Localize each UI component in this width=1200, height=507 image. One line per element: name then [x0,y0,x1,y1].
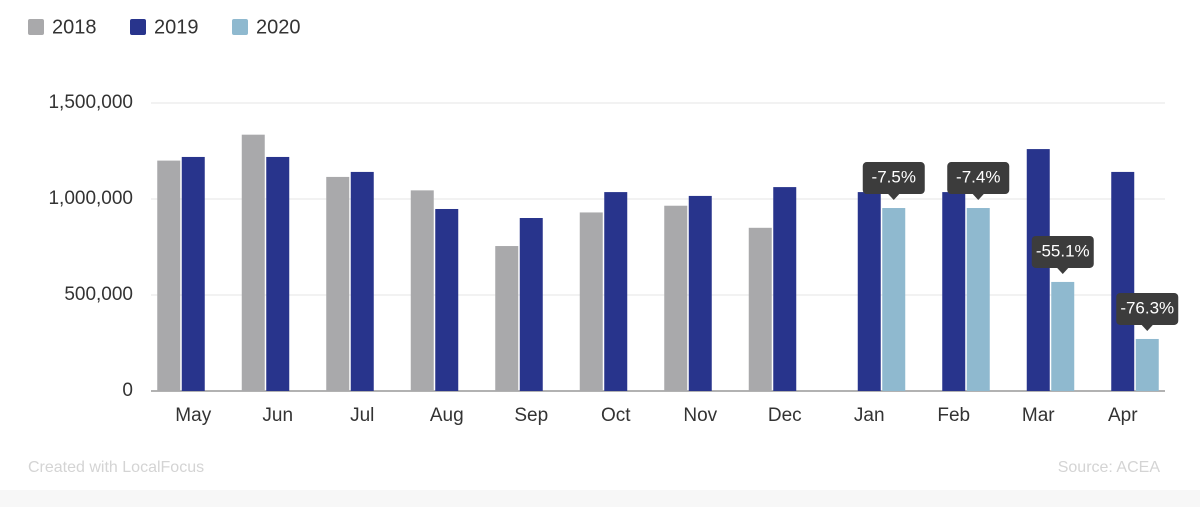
bar [773,187,797,391]
tooltip-box [862,162,925,195]
tooltip-pointer [1141,324,1154,331]
bar [495,246,519,391]
tooltip-box [1031,235,1094,268]
y-tick-label: 0 [122,380,133,401]
change-label: -7.5% [872,168,916,187]
bar [350,171,374,391]
bar [326,176,350,391]
bar [241,134,265,391]
bar [664,205,688,391]
y-tick-label: 1,000,000 [48,188,133,209]
credit: Created with LocalFocus [28,459,204,476]
legend-label: 2018 [52,16,97,38]
x-tick-label: Jan [854,405,885,426]
bar [266,156,290,391]
footer-band [0,490,1200,507]
bar [688,195,712,391]
bar [1135,338,1159,391]
change-label: -76.3% [1120,298,1174,317]
bar [157,160,181,391]
bar [1051,281,1075,391]
change-label: -55.1% [1036,241,1090,260]
x-tick-label: May [175,405,211,426]
bar [1111,171,1135,391]
bar [1026,149,1050,391]
x-tick-label: Sep [514,405,548,426]
bar [435,208,459,391]
x-tick-label: Jul [350,405,374,426]
legend-swatch [28,19,44,35]
x-tick-label: Feb [937,405,970,426]
y-tick-label: 500,000 [64,284,133,305]
bar [519,218,543,391]
legend-swatch [130,19,146,35]
x-tick-label: Apr [1108,405,1138,426]
y-tick-label: 1,500,000 [48,92,133,113]
tooltip-pointer [972,193,985,201]
x-tick-label: Dec [768,405,802,426]
bar [966,208,990,391]
bar [748,227,772,391]
tooltip-pointer [887,193,900,201]
legend-label: 2019 [154,16,199,38]
tooltip-box [1116,292,1179,325]
bar [857,192,881,391]
bar [604,192,628,391]
bar [942,192,966,391]
x-tick-label: Nov [683,405,717,426]
source: Source: ACEA [1058,459,1161,476]
tooltip-box [947,162,1010,195]
bar [579,212,603,391]
tooltip-pointer [1056,267,1069,274]
x-tick-label: Mar [1022,405,1055,426]
legend-swatch [232,19,248,35]
change-label: -7.4% [956,168,1000,187]
x-tick-label: Oct [601,405,631,426]
bar [410,190,434,391]
bar [181,156,205,391]
x-tick-label: Jun [262,405,293,426]
legend-label: 2020 [256,16,301,38]
bar [882,208,906,391]
x-tick-label: Aug [430,405,464,426]
